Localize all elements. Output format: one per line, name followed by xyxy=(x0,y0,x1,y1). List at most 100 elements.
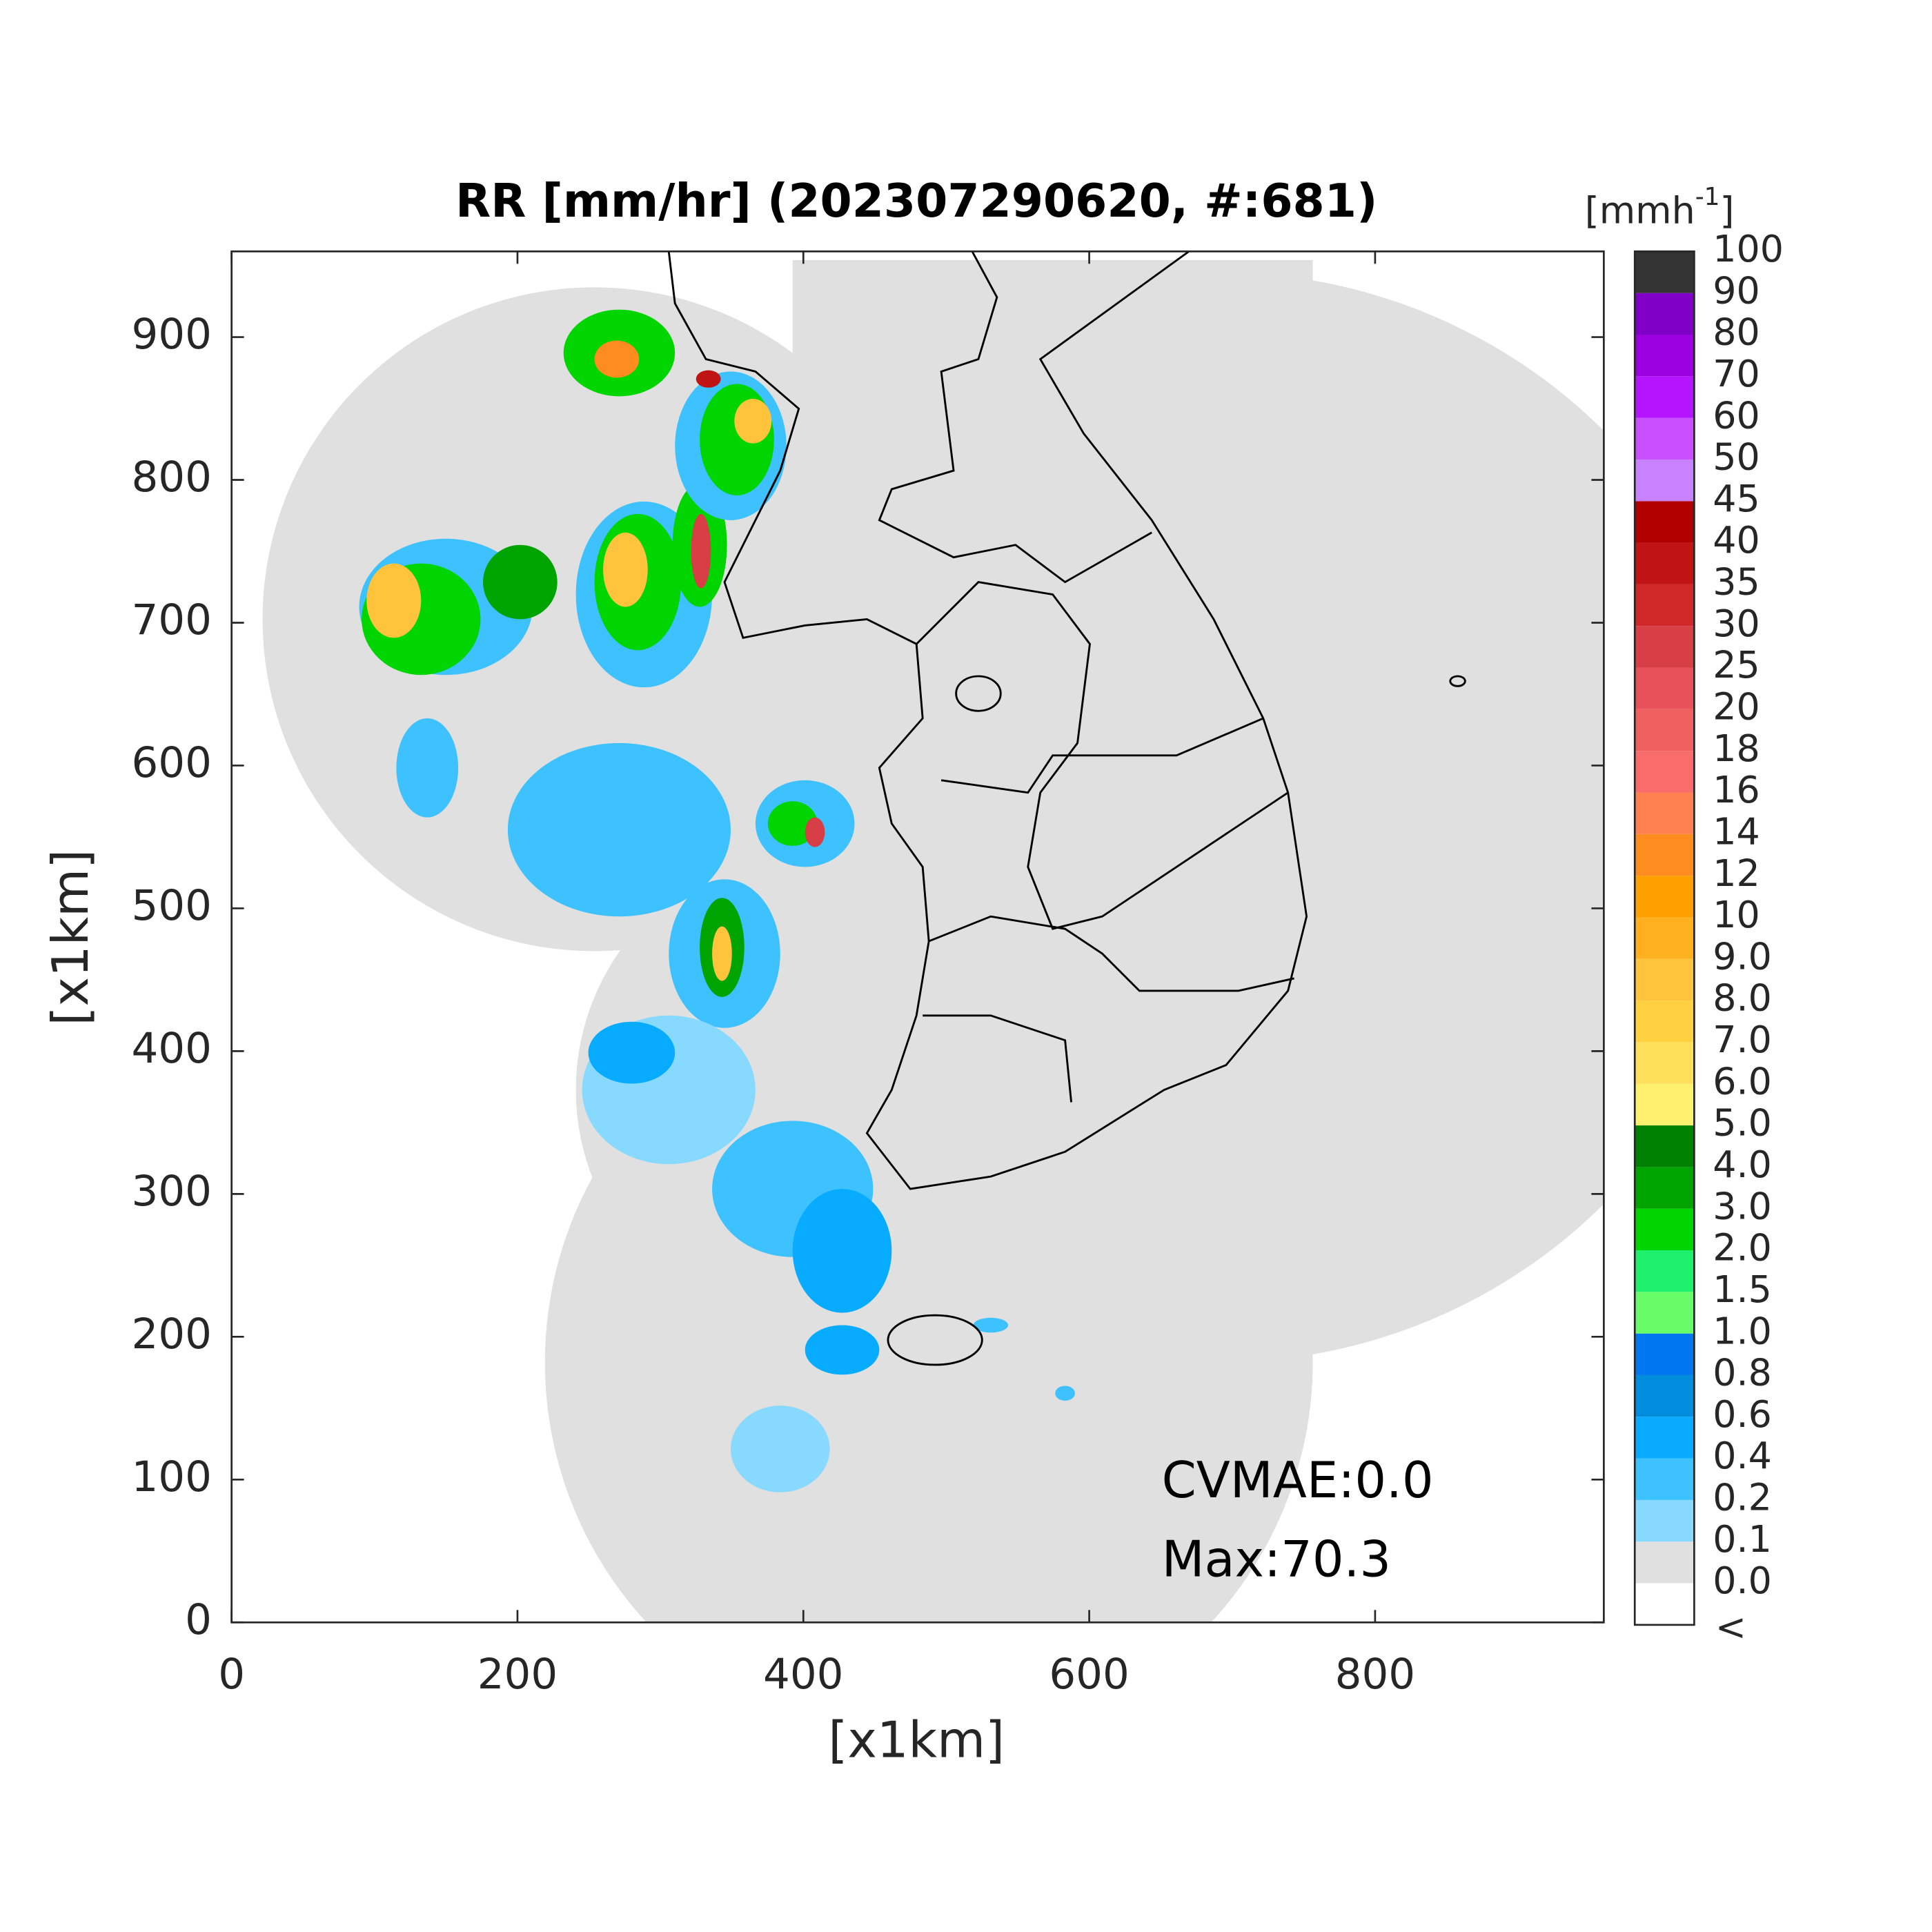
colorbar-box xyxy=(1635,1250,1695,1292)
chart-title: RR [mm/hr] (202307290620, #:681) xyxy=(455,174,1377,228)
x-tick-label: 800 xyxy=(1335,1650,1415,1699)
colorbar-under-label: < xyxy=(1715,1606,1746,1649)
y-tick-label: 0 xyxy=(185,1595,212,1644)
colorbar-tick-label: 0.0 xyxy=(1713,1559,1772,1602)
colorbar-tick-label: 30 xyxy=(1713,602,1760,645)
unit-close: ] xyxy=(1720,188,1735,232)
colorbar-box xyxy=(1635,709,1695,751)
annotation: Max:70.3 xyxy=(1162,1530,1391,1588)
colorbar-tick-label: 9.0 xyxy=(1713,934,1772,978)
colorbar-tick-label: 18 xyxy=(1713,727,1760,770)
colorbar-box xyxy=(1635,1458,1695,1500)
colorbar-box xyxy=(1635,1583,1695,1625)
colorbar-box xyxy=(1635,751,1695,793)
colorbar-box xyxy=(1635,542,1695,584)
colorbar-tick-label: 16 xyxy=(1713,768,1760,811)
colorbar-tick-label: 10 xyxy=(1713,893,1760,936)
rain-field xyxy=(359,309,1075,1492)
x-tick-label: 0 xyxy=(218,1650,245,1699)
colorbar-box xyxy=(1635,1417,1695,1459)
colorbar: <0.00.10.20.40.60.81.01.52.03.04.05.06.0… xyxy=(1633,227,1784,1649)
colorbar-box xyxy=(1635,1042,1695,1084)
colorbar-tick-label: 35 xyxy=(1713,560,1760,604)
colorbar-tick-label: 20 xyxy=(1713,685,1760,729)
unit-exponent: -1 xyxy=(1695,183,1720,211)
axes: 0 200 400 600 800 0 100 200 300 400 500 600 700 800 90… xyxy=(131,251,1604,1699)
colorbar-tick-label: 0.4 xyxy=(1713,1434,1772,1477)
colorbar-tick-label: 1.5 xyxy=(1713,1268,1772,1311)
map-area xyxy=(262,251,1604,1623)
colorbar-box xyxy=(1635,792,1695,834)
colorbar-tick-label: 14 xyxy=(1713,809,1760,853)
colorbar-tick-label: 40 xyxy=(1713,518,1760,562)
colorbar-tick-label: 8.0 xyxy=(1713,976,1772,1020)
colorbar-box xyxy=(1635,1083,1695,1126)
x-tick-label: 200 xyxy=(477,1650,558,1699)
colorbar-tick-label: 2.0 xyxy=(1713,1226,1772,1270)
colorbar-tick-label: 12 xyxy=(1713,851,1760,895)
colorbar-tick-label: 100 xyxy=(1713,227,1784,270)
colorbar-box xyxy=(1635,1374,1695,1417)
colorbar-tick-label: 6.0 xyxy=(1713,1059,1772,1103)
y-tick-label: 900 xyxy=(131,310,211,359)
y-tick-label: 400 xyxy=(131,1024,211,1073)
colorbar-box xyxy=(1635,667,1695,709)
colorbar-tick-label: 90 xyxy=(1713,268,1760,312)
colorbar-box xyxy=(1635,1000,1695,1043)
unit-base: [mmh xyxy=(1585,188,1695,232)
y-tick-label: 700 xyxy=(131,595,211,644)
colorbar-tick-label: 0.2 xyxy=(1713,1476,1772,1519)
y-tick-label: 600 xyxy=(131,738,211,787)
y-axis-label: [x1km] xyxy=(41,849,99,1026)
colorbar-box xyxy=(1635,293,1695,335)
y-tick-label: 100 xyxy=(131,1452,211,1501)
colorbar-tick-label: 0.1 xyxy=(1713,1517,1772,1561)
x-tick-label: 600 xyxy=(1049,1650,1129,1699)
colorbar-tick-label: 70 xyxy=(1713,352,1760,395)
y-tick-label: 800 xyxy=(131,453,211,502)
y-tick-label: 500 xyxy=(131,881,211,930)
colorbar-tick-label: 50 xyxy=(1713,435,1760,479)
colorbar-box xyxy=(1635,251,1695,293)
colorbar-tick-label: 3.0 xyxy=(1713,1184,1772,1228)
colorbar-frame xyxy=(1633,250,1695,1626)
colorbar-box xyxy=(1635,334,1695,377)
x-tick-label: 400 xyxy=(763,1650,843,1699)
colorbar-tick-label: 25 xyxy=(1713,643,1760,687)
radar-coverage xyxy=(262,259,1604,1623)
colorbar-box xyxy=(1635,1292,1695,1334)
colorbar-box xyxy=(1635,917,1695,959)
colorbar-box xyxy=(1635,584,1695,627)
colorbar-box xyxy=(1635,958,1695,1001)
x-axis-label: [x1km] xyxy=(828,1711,1005,1769)
colorbar-box xyxy=(1635,1208,1695,1251)
colorbar-tick-label: 5.0 xyxy=(1713,1101,1772,1145)
colorbar-tick-label: 45 xyxy=(1713,477,1760,520)
colorbar-box xyxy=(1635,1167,1695,1209)
colorbar-tick-label: 0.8 xyxy=(1713,1351,1772,1394)
y-tick-label: 300 xyxy=(131,1167,211,1216)
colorbar-box xyxy=(1635,376,1695,418)
colorbar-box xyxy=(1635,834,1695,876)
colorbar-box xyxy=(1635,1125,1695,1167)
y-tick-label: 200 xyxy=(131,1310,211,1359)
colorbar-box xyxy=(1635,876,1695,918)
colorbar-tick-label: 1.0 xyxy=(1713,1309,1772,1352)
colorbar-box xyxy=(1635,1541,1695,1584)
colorbar-box xyxy=(1635,459,1695,502)
colorbar-box xyxy=(1635,1499,1695,1542)
colorbar-tick-label: 7.0 xyxy=(1713,1018,1772,1061)
colorbar-box xyxy=(1635,417,1695,460)
colorbar-tick-label: 80 xyxy=(1713,310,1760,354)
coastline xyxy=(667,251,1466,1366)
colorbar-tick-label: 60 xyxy=(1713,393,1760,437)
colorbar-tick-label: 0.6 xyxy=(1713,1392,1772,1436)
plot-frame xyxy=(230,250,1605,1624)
annotation: CVMAE:0.0 xyxy=(1162,1451,1434,1509)
colorbar-box xyxy=(1635,1333,1695,1375)
colorbar-box xyxy=(1635,501,1695,543)
colorbar-unit: [mmh-1] xyxy=(1585,183,1735,232)
colorbar-box xyxy=(1635,626,1695,668)
colorbar-tick-label: 4.0 xyxy=(1713,1143,1772,1186)
